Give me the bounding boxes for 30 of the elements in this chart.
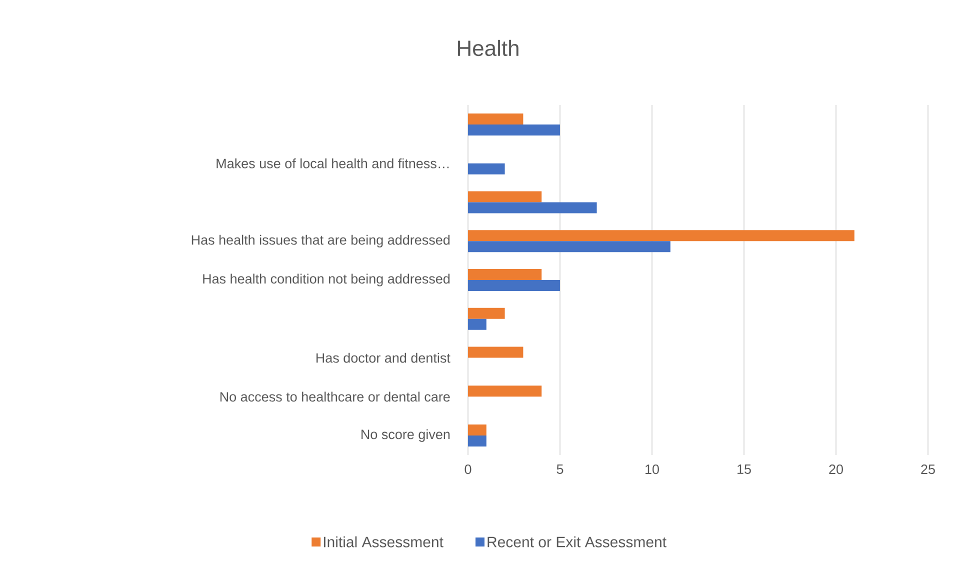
bar — [468, 163, 505, 174]
y-tick-label: Makes use of local health and fitness… — [216, 158, 449, 168]
bar — [468, 191, 542, 202]
bar — [468, 424, 486, 436]
bar — [468, 113, 524, 124]
bar — [468, 346, 524, 358]
bar — [468, 124, 560, 136]
x-tick-label: 15 — [738, 464, 751, 474]
y-tick-label: Has health condition not being addressed — [203, 274, 450, 286]
bar — [468, 280, 560, 291]
y-tick-label: Has doctor and dentist — [316, 352, 450, 363]
x-tick-label: 20 — [829, 464, 843, 474]
bar — [468, 308, 505, 319]
legend-label: Initial Assessment — [324, 536, 444, 548]
y-tick-label: No score given — [362, 429, 450, 442]
bar — [468, 386, 542, 397]
bar — [468, 241, 670, 252]
x-tick-label: 25 — [921, 464, 935, 474]
bar — [468, 269, 542, 280]
bar — [468, 318, 486, 330]
chart-title: Health — [458, 40, 518, 56]
bar — [468, 436, 486, 447]
legend-label: Recent or Exit Assessment — [488, 536, 666, 548]
x-tick-label: 0 — [464, 464, 472, 474]
y-tick-label: No access to healthcare or dental care — [220, 392, 450, 402]
y-tick-label: Has health issues that are being addressed — [192, 234, 450, 248]
bar — [468, 230, 854, 242]
bar — [468, 202, 597, 214]
x-tick-label: 10 — [646, 464, 659, 474]
x-tick-label: 5 — [556, 464, 564, 474]
